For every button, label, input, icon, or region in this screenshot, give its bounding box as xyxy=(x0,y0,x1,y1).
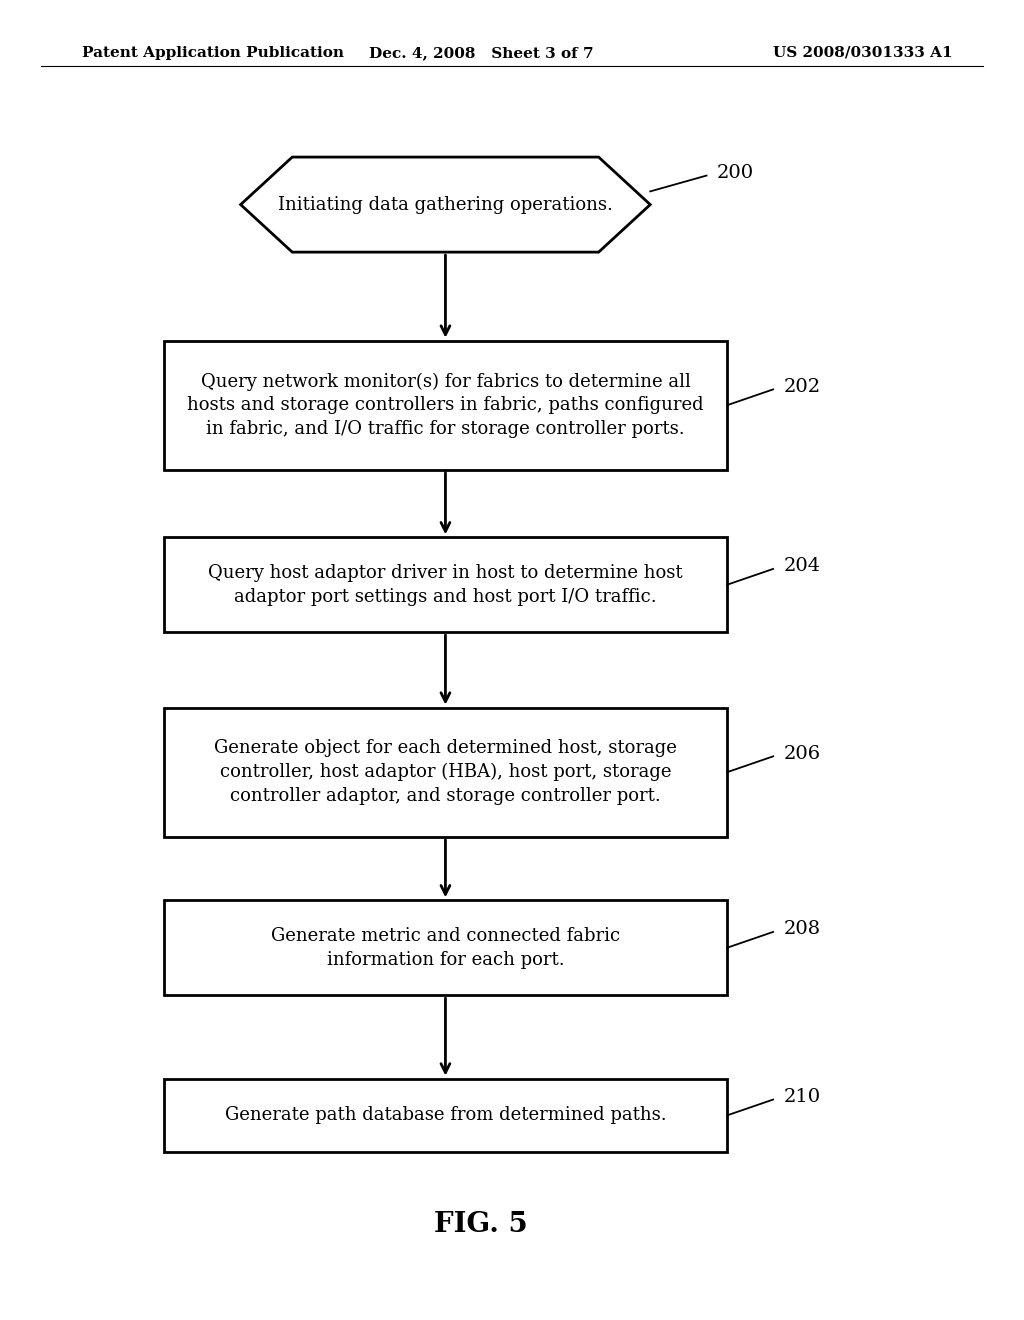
Text: 210: 210 xyxy=(783,1088,820,1106)
Text: Query host adaptor driver in host to determine host
adaptor port settings and ho: Query host adaptor driver in host to det… xyxy=(208,564,683,606)
Text: Initiating data gathering operations.: Initiating data gathering operations. xyxy=(278,195,613,214)
Text: 206: 206 xyxy=(783,744,820,763)
Text: 204: 204 xyxy=(783,557,820,576)
Text: Generate path database from determined paths.: Generate path database from determined p… xyxy=(224,1106,667,1125)
Text: Query network monitor(s) for fabrics to determine all
hosts and storage controll: Query network monitor(s) for fabrics to … xyxy=(187,372,703,438)
Text: Generate metric and connected fabric
information for each port.: Generate metric and connected fabric inf… xyxy=(271,927,620,969)
Text: Patent Application Publication: Patent Application Publication xyxy=(82,46,344,59)
Text: US 2008/0301333 A1: US 2008/0301333 A1 xyxy=(773,46,952,59)
Text: 200: 200 xyxy=(717,164,754,182)
Text: 202: 202 xyxy=(783,378,820,396)
Text: FIG. 5: FIG. 5 xyxy=(434,1212,528,1238)
Text: 208: 208 xyxy=(783,920,820,939)
Text: Generate object for each determined host, storage
controller, host adaptor (HBA): Generate object for each determined host… xyxy=(214,739,677,805)
Text: Dec. 4, 2008   Sheet 3 of 7: Dec. 4, 2008 Sheet 3 of 7 xyxy=(369,46,594,59)
